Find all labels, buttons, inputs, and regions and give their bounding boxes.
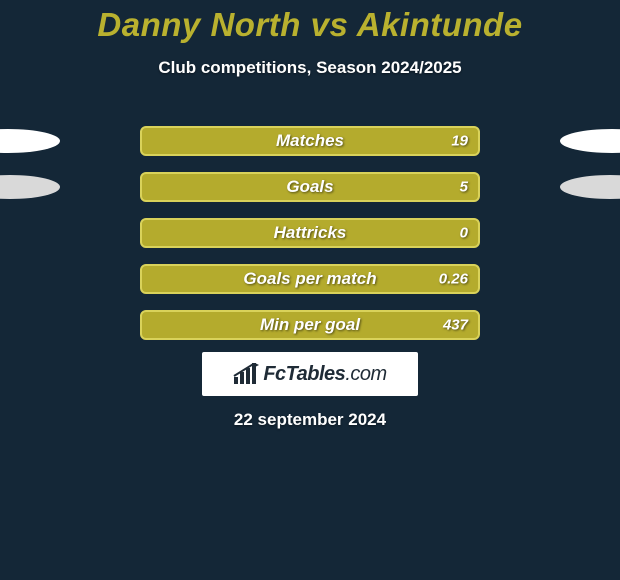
comparison-infographic: Danny North vs Akintunde Club competitio… xyxy=(0,0,620,580)
decor-ellipse xyxy=(560,175,620,199)
stat-bar: Goals per match 0.26 xyxy=(140,264,480,294)
stat-label: Min per goal xyxy=(260,315,360,335)
stat-row: Matches 19 xyxy=(0,118,620,164)
page-title: Danny North vs Akintunde xyxy=(0,0,620,44)
stat-value: 19 xyxy=(451,133,468,150)
decor-ellipse xyxy=(560,129,620,153)
stat-rows: Matches 19 Goals 5 Hattricks 0 Goals per match… xyxy=(0,118,620,348)
stat-bar: Min per goal 437 xyxy=(140,310,480,340)
stat-row: Goals per match 0.26 xyxy=(0,256,620,302)
decor-ellipse xyxy=(0,175,60,199)
bar-chart-icon xyxy=(233,363,259,385)
stat-bar: Goals 5 xyxy=(140,172,480,202)
stat-value: 5 xyxy=(460,179,468,196)
stat-label: Goals xyxy=(286,177,333,197)
stat-value: 437 xyxy=(443,317,468,334)
stat-row: Goals 5 xyxy=(0,164,620,210)
logo-name: FcTables xyxy=(263,363,345,385)
stat-bar: Matches 19 xyxy=(140,126,480,156)
stat-label: Goals per match xyxy=(243,269,376,289)
stat-value: 0.26 xyxy=(439,271,468,288)
stat-label: Matches xyxy=(276,131,344,151)
stat-value: 0 xyxy=(460,225,468,242)
subtitle: Club competitions, Season 2024/2025 xyxy=(0,58,620,78)
stat-bar: Hattricks 0 xyxy=(140,218,480,248)
logo-suffix: .com xyxy=(345,363,386,385)
decor-ellipse xyxy=(0,129,60,153)
stat-row: Hattricks 0 xyxy=(0,210,620,256)
stat-label: Hattricks xyxy=(274,223,347,243)
date-text: 22 september 2024 xyxy=(234,410,386,430)
logo-text: FcTables.com xyxy=(263,363,386,386)
branding-logo: FcTables.com xyxy=(202,352,418,396)
stat-row: Min per goal 437 xyxy=(0,302,620,348)
